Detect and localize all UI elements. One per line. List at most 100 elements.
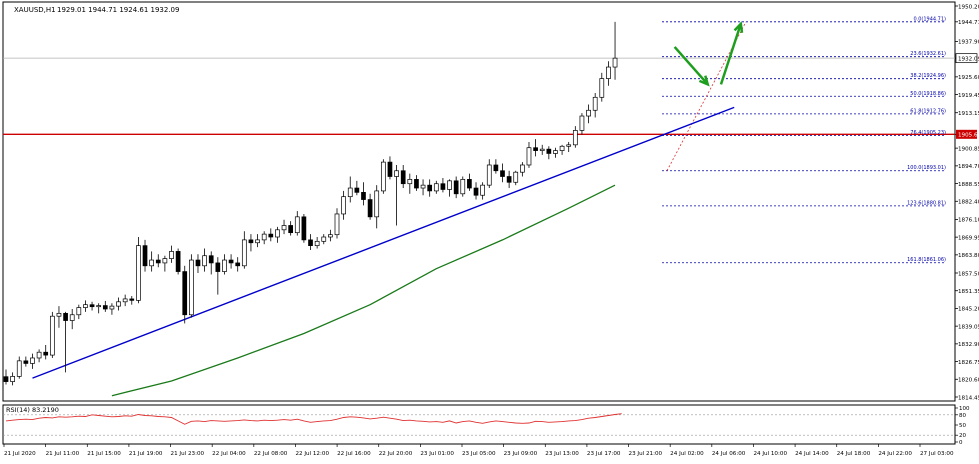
bullish-candle xyxy=(572,130,578,146)
projection-arrow-up-head xyxy=(733,21,744,33)
bearish-candle xyxy=(500,170,505,177)
rsi-axis-tick-label: 100 xyxy=(959,406,970,412)
bullish-candle xyxy=(275,229,280,238)
y-axis-tick-label: 1925.60 xyxy=(958,75,979,81)
fib-level-label: 23.6(1932.61) xyxy=(910,51,946,57)
layer-overlays xyxy=(3,21,955,397)
y-axis-tick-label: 1863.80 xyxy=(958,253,979,259)
bearish-candle xyxy=(473,187,479,196)
bullish-candle xyxy=(202,255,207,267)
fib-level-label: 50.0(1918.86) xyxy=(910,91,946,97)
bullish-candle xyxy=(539,148,545,151)
bullish-candle xyxy=(520,164,525,173)
bearish-candle xyxy=(248,239,254,244)
moving-average-line xyxy=(111,184,616,397)
rsi-panel-label: RSI(14) 83.2190 xyxy=(6,406,59,414)
bearish-candle xyxy=(506,176,512,183)
bullish-candle xyxy=(169,251,174,259)
projection-arrow-down-head xyxy=(698,75,710,87)
fib-level-label: 61.8(1912.76) xyxy=(910,108,946,114)
y-axis-tick-label: 1913.15 xyxy=(958,111,979,117)
x-axis-tick-label: 22 Jul 20:00 xyxy=(379,451,413,457)
bullish-candle xyxy=(407,179,413,185)
support-trendline xyxy=(32,106,735,379)
bullish-candle xyxy=(599,78,605,98)
x-axis-tick-label: 24 Jul 10:00 xyxy=(753,451,787,457)
rsi-panel-frame xyxy=(2,404,956,445)
bullish-candle xyxy=(559,145,565,151)
bearish-candle xyxy=(63,312,68,321)
x-axis-tick-label: 23 Jul 13:00 xyxy=(545,451,579,457)
bearish-candle xyxy=(102,305,108,310)
bullish-candle xyxy=(394,170,399,177)
y-axis-tick-label: 1944.71 xyxy=(958,20,979,26)
y-axis-tick-label: 1900.85 xyxy=(958,146,979,152)
bullish-candle xyxy=(606,66,611,79)
x-axis-tick-label: 23 Jul 05:00 xyxy=(462,451,496,457)
bearish-candle xyxy=(3,376,9,382)
bullish-candle xyxy=(149,259,154,267)
fib-level-label: 38.2(1924.96) xyxy=(910,73,946,79)
bearish-candle xyxy=(427,184,433,192)
bearish-candle xyxy=(235,262,241,267)
bearish-candle xyxy=(354,187,360,193)
y-axis-tick-label: 1845.20 xyxy=(958,307,979,313)
bullish-candle xyxy=(380,161,386,192)
bearish-candle xyxy=(467,179,472,189)
bullish-candle xyxy=(526,147,532,166)
bearish-candle xyxy=(43,351,49,356)
y-axis-tick-label: 1932.09 xyxy=(958,56,979,62)
layer-candles xyxy=(3,21,618,386)
x-axis-tick-label: 22 Jul 16:00 xyxy=(337,451,371,457)
bullish-candle xyxy=(281,225,287,231)
bullish-candle xyxy=(241,239,247,267)
bullish-candle xyxy=(553,150,558,154)
y-axis-tick-label: 1888.55 xyxy=(958,182,979,188)
layer-x-axis: 21 Jul 2020 21 Jul 11:00 21 Jul 15:00 21 Ju… xyxy=(3,444,954,457)
bearish-candle xyxy=(175,251,181,272)
rsi-line xyxy=(5,413,622,425)
bullish-candle xyxy=(566,144,572,147)
bearish-candle xyxy=(129,298,135,301)
y-axis-tick-label: 1937.90 xyxy=(958,40,979,46)
bullish-candle xyxy=(16,360,22,377)
y-axis-tick-label: 1851.35 xyxy=(958,289,979,295)
x-axis-tick-label: 22 Jul 08:00 xyxy=(254,451,288,457)
x-axis-tick-label: 24 Jul 06:00 xyxy=(712,451,746,457)
x-axis-tick-label: 23 Jul 17:00 xyxy=(587,451,621,457)
rsi-axis-tick-label: 80 xyxy=(959,413,966,419)
projection-arrow-up-shaft xyxy=(719,23,743,85)
bullish-candle xyxy=(255,239,260,244)
bullish-candle xyxy=(189,259,194,316)
bullish-candle xyxy=(122,298,128,303)
rsi-axis-tick-label: 0 xyxy=(959,440,963,446)
bullish-candle xyxy=(314,240,320,246)
bearish-candle xyxy=(268,233,274,238)
x-axis-tick-label: 24 Jul 22:00 xyxy=(878,451,912,457)
bullish-candle xyxy=(513,171,519,183)
y-axis-tick-label: 1814.45 xyxy=(958,395,979,401)
bearish-candle xyxy=(215,262,221,272)
x-axis-tick-label: 21 Jul 23:00 xyxy=(171,451,205,457)
rsi-axis-tick-label: 50 xyxy=(959,423,966,429)
bullish-candle xyxy=(30,357,35,364)
bullish-candle xyxy=(294,216,300,234)
y-axis-tick-label: 1882.40 xyxy=(958,200,979,206)
bullish-candle xyxy=(36,351,42,359)
x-axis-tick-label: 23 Jul 09:00 xyxy=(504,451,538,457)
bearish-candle xyxy=(361,192,366,200)
bullish-candle xyxy=(586,109,591,117)
bullish-candle xyxy=(96,305,102,308)
x-axis-tick-label: 24 Jul 18:00 xyxy=(837,451,871,457)
x-axis-tick-label: 24 Jul 14:00 xyxy=(795,451,829,457)
bullish-candle xyxy=(56,312,62,317)
chart-ohlc-readout: 1929.01 1944.71 1924.61 1932.09 xyxy=(57,6,179,14)
fib-level-label: 123.6(1880.81) xyxy=(907,200,946,206)
y-axis-tick-label: 1820.60 xyxy=(958,378,979,384)
bullish-candle xyxy=(480,184,485,196)
x-axis-tick-label: 22 Jul 04:00 xyxy=(212,451,246,457)
bullish-candle xyxy=(612,57,618,68)
bullish-candle xyxy=(579,115,585,131)
